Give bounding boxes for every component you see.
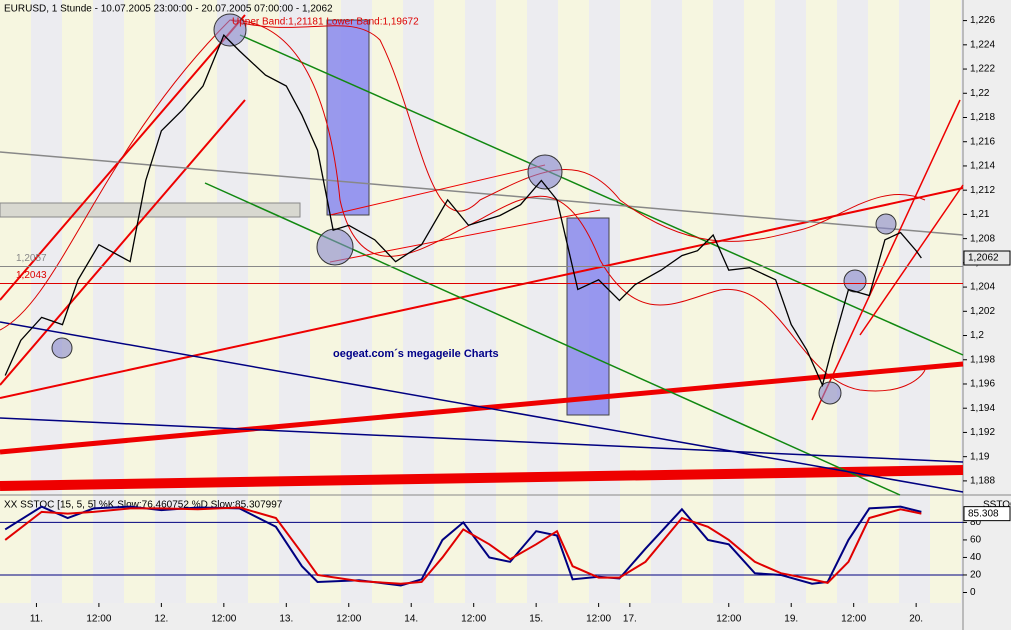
- y-tick-label: 1,224: [970, 39, 995, 50]
- x-axis-panel: [0, 603, 963, 630]
- x-tick-label: 12:00: [336, 614, 361, 625]
- band-label: Upper Band:1,21181 Lower Band:1,19672: [232, 17, 419, 28]
- stripe: [775, 0, 806, 603]
- stripe: [682, 0, 713, 603]
- y-tick-label: 80: [970, 517, 982, 528]
- x-tick-label: 14.: [404, 614, 418, 625]
- y-tick-label: 1,19: [970, 451, 990, 462]
- last-value-label: 85.308: [968, 508, 999, 519]
- y-tick-label: 0: [970, 587, 976, 598]
- y-tick-label: 1,202: [970, 306, 995, 317]
- stoch-axis-title: SSTOC: [983, 500, 1011, 511]
- last-value-box: [963, 250, 1011, 266]
- stripe: [0, 0, 31, 603]
- y-tick-label: 1,194: [970, 403, 995, 414]
- x-tick-label: 12:00: [716, 614, 741, 625]
- y-tick-label: 1,192: [970, 427, 995, 438]
- level-label: 1,2043: [16, 270, 47, 281]
- x-tick-label: 12:00: [586, 614, 611, 625]
- x-tick-label: 12.: [154, 614, 168, 625]
- stripe: [279, 0, 310, 603]
- stripe: [217, 0, 248, 603]
- y-tick-label: 1,204: [970, 282, 995, 293]
- highlight-box: [566, 217, 610, 416]
- y-tick-label: 40: [970, 552, 982, 563]
- stripe: [651, 0, 682, 603]
- stripe: [403, 0, 434, 603]
- y-tick-label: 1,226: [970, 15, 995, 26]
- stripe: [496, 0, 527, 603]
- y-tick-label: 1,214: [970, 161, 995, 172]
- y-tick-label: 60: [970, 535, 982, 546]
- y-tick-label: 1,198: [970, 354, 995, 365]
- x-tick-label: 12:00: [841, 614, 866, 625]
- x-tick-label: 11.: [30, 614, 43, 625]
- y-tick-label: 1,196: [970, 379, 995, 390]
- x-tick-label: 15.: [529, 614, 543, 625]
- annotation: oegeat.com´s megageile Charts: [333, 348, 499, 360]
- stoch-title: XX SSTOC [15, 5, 5] %K Slow:76.460752 %D…: [4, 500, 283, 511]
- last-value-box: [963, 506, 1011, 522]
- series-line: [4, 506, 922, 585]
- stripe: [186, 0, 217, 603]
- stripe: [248, 0, 279, 603]
- stripe: [930, 0, 961, 603]
- level-label: 1,2057: [16, 253, 47, 264]
- x-tick-label: 12:00: [211, 614, 236, 625]
- y-tick-label: 1,208: [970, 233, 995, 244]
- stripe: [744, 0, 775, 603]
- y-tick-label: 1,218: [970, 112, 995, 123]
- stripes: [0, 0, 992, 603]
- chart-title: EURUSD, 1 Stunde - 10.07.2005 23:00:00 -…: [4, 4, 333, 15]
- y-tick-label: 1,216: [970, 136, 995, 147]
- x-tick-label: 19.: [784, 614, 798, 625]
- x-tick-label: 20.: [909, 614, 923, 625]
- stripe: [620, 0, 651, 603]
- y-tick-label: 1,21: [970, 209, 990, 220]
- y-tick-label: 20: [970, 570, 982, 581]
- stripe: [527, 0, 558, 603]
- stripe: [124, 0, 155, 603]
- stripe: [806, 0, 837, 603]
- stripe: [31, 0, 62, 603]
- series-line: [4, 33, 922, 388]
- stripe: [93, 0, 124, 603]
- stripe: [62, 0, 93, 603]
- last-value-label: 1,2062: [968, 253, 999, 264]
- y-tick-label: 1,188: [970, 476, 995, 487]
- x-tick-label: 17.: [623, 614, 637, 625]
- y-tick-label: 1,22: [970, 88, 990, 99]
- axis-panel: [963, 0, 1011, 630]
- x-tick-label: 12:00: [86, 614, 111, 625]
- y-tick-label: 1,2: [970, 330, 984, 341]
- highlight-box: [326, 19, 370, 216]
- x-tick-label: 13.: [279, 614, 293, 625]
- stripe: [713, 0, 744, 603]
- stripe: [372, 0, 403, 603]
- stripe: [899, 0, 930, 603]
- x-tick-label: 12:00: [461, 614, 486, 625]
- trend-lines: [0, 14, 964, 496]
- y-tick-label: 1,212: [970, 185, 995, 196]
- y-tick-label: 1,222: [970, 64, 995, 75]
